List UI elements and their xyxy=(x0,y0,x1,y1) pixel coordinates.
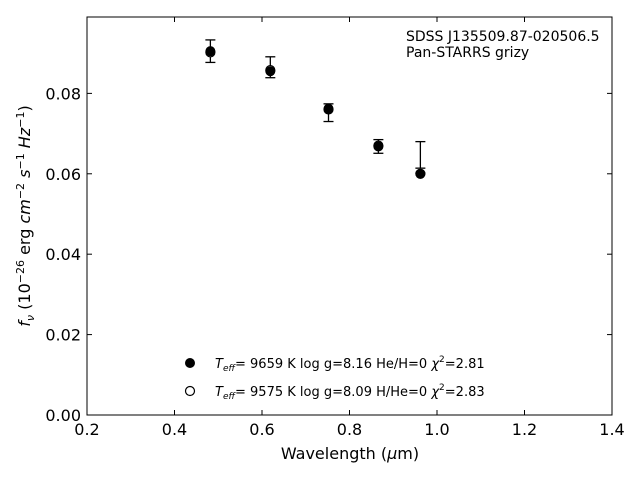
model-point-filled xyxy=(205,46,216,57)
y-tick-label: 0.06 xyxy=(45,165,81,184)
legend-label: Teff= 9575 K log g=8.09 H/He=0 χ2=2.83 xyxy=(215,383,485,402)
legend-marker-open xyxy=(184,385,196,397)
tick-labels-layer: 0.2 0.4 0.6 0.8 1.0 1.2 1.4 0.00 0.02 0.04 0.06 0.0… xyxy=(45,84,624,439)
ticks-layer xyxy=(86,17,613,416)
y-tick-label: 0.02 xyxy=(45,326,81,345)
y-tick-label: 0.04 xyxy=(45,245,81,264)
legend-marker-filled xyxy=(185,358,195,368)
annotation-object-name: SDSS J135509.87-020506.5 xyxy=(406,29,600,45)
annotation-survey-name: Pan-STARRS grizy xyxy=(406,45,529,61)
errorbars-layer xyxy=(205,39,426,169)
legend-entry: Teff= 9659 K log g=8.16 He/H=0 χ2=2.81 xyxy=(185,355,485,374)
legend-entry: Teff= 9575 K log g=8.09 H/He=0 χ2=2.83 xyxy=(184,383,485,402)
model-point-filled xyxy=(323,103,334,114)
x-axis-label: Wavelength (μm) xyxy=(281,444,419,463)
model-point-filled xyxy=(265,66,276,77)
x-tick-label: 0.6 xyxy=(249,420,274,439)
x-tick-label: 0.4 xyxy=(162,420,187,439)
x-tick-label: 0.2 xyxy=(74,420,99,439)
y-tick-label: 0.00 xyxy=(45,406,81,425)
x-tick-label: 1.4 xyxy=(599,420,624,439)
y-axis-label: fν (10−26 erg cm−2 s−1 Hz−1) xyxy=(14,105,37,326)
plot-frame xyxy=(86,16,613,416)
model-point-filled xyxy=(415,168,426,179)
x-tick-label: 1.0 xyxy=(424,420,449,439)
points-layer xyxy=(205,46,426,179)
legend-label: Teff= 9659 K log g=8.16 He/H=0 χ2=2.81 xyxy=(215,355,485,374)
model-point-filled xyxy=(373,141,384,152)
legend: Teff= 9659 K log g=8.16 He/H=0 χ2=2.81 T… xyxy=(184,355,485,402)
x-tick-label: 0.8 xyxy=(337,420,362,439)
x-tick-label: 1.2 xyxy=(512,420,537,439)
y-tick-label: 0.08 xyxy=(45,84,81,103)
